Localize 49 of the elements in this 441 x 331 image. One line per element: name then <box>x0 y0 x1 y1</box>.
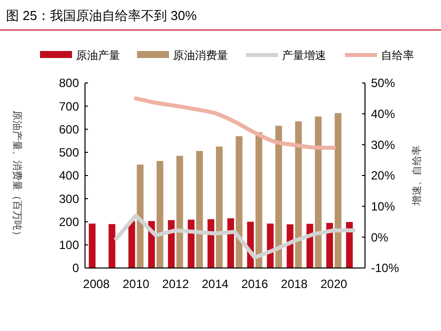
y-tick-label: 700 <box>58 99 80 114</box>
bar <box>295 121 302 268</box>
x-tick-label: 2016 <box>241 277 268 291</box>
bar <box>216 146 223 268</box>
bar <box>188 220 194 268</box>
bar <box>236 136 242 268</box>
y-tick-label: 400 <box>58 168 80 183</box>
y-tick-label: 0 <box>72 261 80 276</box>
x-tick-label: 2012 <box>162 277 190 291</box>
bar <box>334 113 342 268</box>
legend-label: 产量增速 <box>282 49 326 62</box>
y2-tick-label: 0% <box>371 230 389 244</box>
y-tick-label: 800 <box>58 76 80 90</box>
y-axis-title: 原油产量、消费量（百万吨） <box>11 110 23 240</box>
bar <box>208 219 214 268</box>
line-series <box>114 214 356 260</box>
legend-label: 自给率 <box>381 49 414 62</box>
y2-axis-title: 增速、自给率 <box>411 146 423 206</box>
y-tick-label: 500 <box>58 146 80 160</box>
y2-tick-label: -10% <box>371 261 400 276</box>
y2-tick-label: 30% <box>371 138 396 152</box>
y2-tick-label: 40% <box>371 107 396 122</box>
bar <box>88 224 96 268</box>
bar <box>314 116 322 268</box>
x-tick-label: 2018 <box>280 277 308 291</box>
y2-tick-label: 20% <box>371 168 396 183</box>
bar <box>156 160 164 268</box>
y-tick-label: 200 <box>58 214 80 229</box>
bar <box>256 132 262 268</box>
x-tick-label: 2014 <box>202 277 229 291</box>
y-tick-label: 300 <box>58 192 80 206</box>
y2-tick-label: 50% <box>371 76 396 90</box>
y2-tick-label: 10% <box>371 200 396 214</box>
bar <box>196 150 203 268</box>
x-tick-label: 2010 <box>122 277 150 291</box>
legend-label: 原油消费量 <box>173 49 228 62</box>
bar <box>346 222 353 268</box>
bar <box>136 164 144 268</box>
chart-title: 图 25：我国原油自给率不到 30% <box>6 8 198 23</box>
bar <box>108 224 116 268</box>
x-tick-label: 2008 <box>83 277 110 291</box>
y-tick-label: 100 <box>58 238 80 252</box>
bar <box>176 156 184 268</box>
bar <box>128 221 136 268</box>
legend-label: 原油产量 <box>76 49 120 62</box>
bar <box>275 126 282 268</box>
x-tick-label: 2020 <box>320 277 348 291</box>
y-tick-label: 600 <box>58 122 80 136</box>
line-series <box>134 96 336 150</box>
